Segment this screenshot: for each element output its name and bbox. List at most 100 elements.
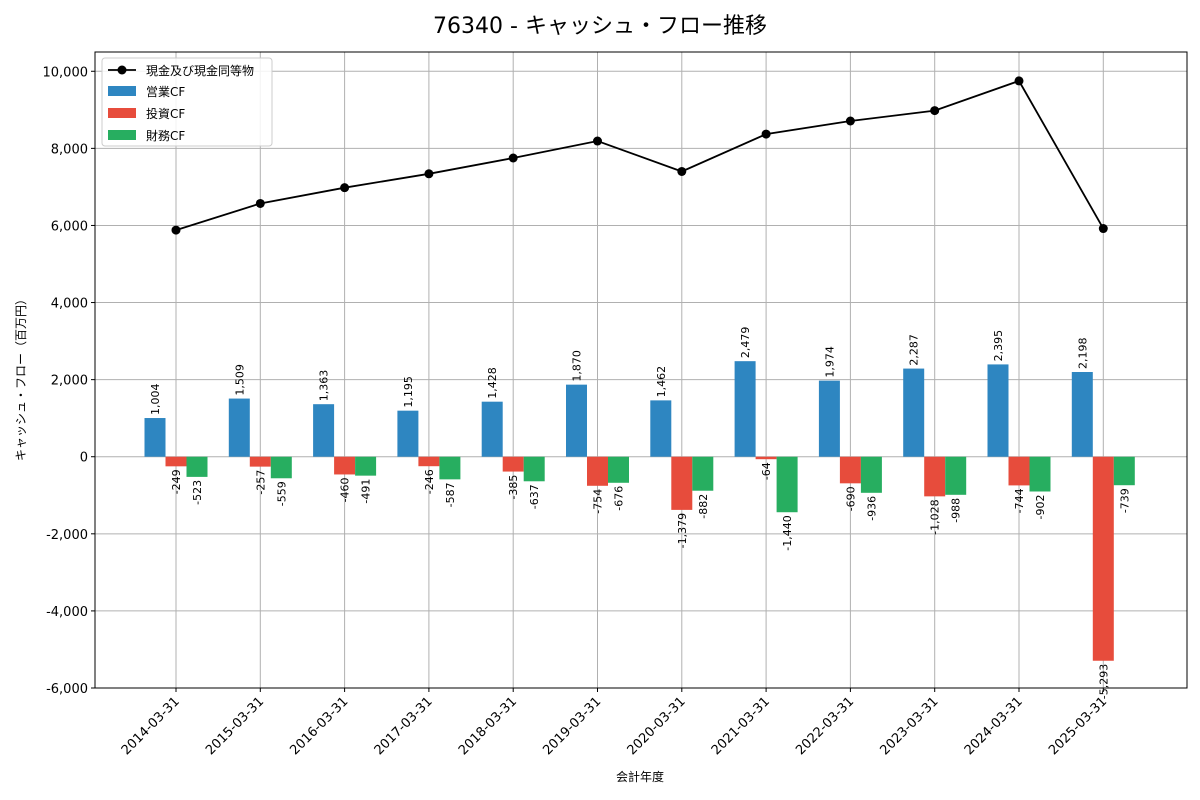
bar	[945, 456, 967, 495]
bar	[165, 456, 187, 467]
line-layer	[171, 76, 1108, 235]
cash-point	[1098, 224, 1108, 234]
bar	[1071, 372, 1093, 457]
legend-label: 財務CF	[146, 128, 185, 143]
x-tick-label: 2017-03-31	[372, 694, 436, 758]
bar	[439, 456, 461, 480]
data-label: -64	[760, 462, 773, 480]
cash-point	[255, 198, 265, 208]
data-label: -988	[950, 498, 963, 523]
legend-swatch	[108, 108, 136, 118]
bar-layer	[144, 361, 1135, 661]
data-label: 2,287	[908, 334, 921, 366]
y-tick-label: 4,000	[51, 297, 88, 312]
data-label: -249	[170, 469, 183, 494]
x-tick-label: 2025-03-31	[1046, 694, 1110, 758]
y-tick-label: 8,000	[51, 142, 88, 157]
data-label: 1,509	[233, 364, 246, 396]
data-label: -902	[1034, 494, 1047, 519]
bar	[186, 456, 208, 477]
bar	[903, 368, 925, 457]
x-tick-label: 2016-03-31	[287, 694, 351, 758]
cash-line	[175, 79, 1105, 231]
bar	[502, 456, 524, 472]
x-tick-label: 2015-03-31	[203, 694, 267, 758]
bar	[523, 456, 545, 482]
x-tick-label: 2019-03-31	[540, 694, 604, 758]
bar	[860, 456, 882, 493]
data-label: -5,293	[1097, 664, 1110, 699]
data-label: -676	[613, 486, 626, 511]
data-label: -460	[339, 477, 352, 502]
data-label: 1,462	[655, 366, 668, 398]
legend-label: 営業CF	[146, 85, 185, 99]
bar	[1008, 456, 1030, 486]
bar	[924, 456, 946, 497]
y-tick-label: 2,000	[51, 374, 88, 389]
data-label: -744	[1013, 488, 1026, 513]
data-label: 1,428	[486, 367, 499, 399]
data-label: 1,004	[149, 384, 162, 416]
bar	[1092, 456, 1114, 661]
data-label: 2,198	[1076, 338, 1089, 370]
bar	[334, 456, 356, 475]
data-label: 1,195	[402, 376, 415, 408]
data-label: -385	[507, 475, 520, 500]
bar	[671, 456, 693, 510]
grid-layer	[95, 52, 1187, 689]
data-label: -690	[844, 486, 857, 511]
data-label: -936	[865, 496, 878, 521]
data-label: 2,395	[992, 330, 1005, 362]
bar	[228, 398, 250, 457]
cash-point	[1014, 76, 1024, 86]
legend-label: 投資CF	[146, 106, 185, 121]
bar	[776, 456, 798, 513]
data-label: -257	[254, 470, 267, 495]
data-label: -637	[528, 484, 541, 509]
data-label: -523	[191, 480, 204, 505]
cash-point	[424, 169, 434, 179]
plot-frame	[94, 51, 1188, 689]
bar	[1029, 456, 1051, 492]
x-tick-label: 2020-03-31	[625, 694, 689, 758]
bar	[249, 456, 271, 467]
bar	[270, 456, 292, 479]
data-label-layer: 1,004 1,509 1,363 1,195 1,428 1,870 1,462 2,479…	[149, 327, 1131, 700]
data-label: -1,028	[929, 499, 942, 534]
bar	[566, 384, 587, 457]
bar	[144, 418, 166, 457]
y-tick-label: -4,000	[46, 605, 88, 620]
x-tick-label: 2018-03-31	[456, 694, 520, 758]
y-tick-label: 6,000	[51, 219, 88, 234]
cash-point	[340, 183, 350, 193]
bar	[818, 380, 840, 457]
bar	[481, 401, 503, 457]
data-label: -754	[592, 489, 605, 514]
x-tick-label: 2014-03-31	[119, 694, 183, 758]
bar	[755, 456, 777, 460]
legend-marker	[117, 65, 127, 75]
bar	[734, 361, 756, 457]
bar	[1113, 456, 1135, 486]
legend-swatch	[108, 130, 136, 140]
y-tick-label: 10,000	[43, 65, 89, 80]
bar	[418, 456, 440, 467]
bar	[313, 404, 335, 457]
cash-point	[593, 136, 602, 146]
bar	[608, 456, 629, 483]
bar	[650, 400, 672, 457]
x-tick-label: 2021-03-31	[709, 694, 773, 758]
bar	[692, 456, 714, 491]
data-label: -882	[697, 494, 710, 519]
x-axis-label: 会計年度	[616, 769, 664, 784]
x-tick-label: 2023-03-31	[877, 694, 941, 758]
bar	[587, 456, 608, 486]
data-label: -491	[360, 479, 373, 504]
x-tick-label: 2022-03-31	[793, 694, 857, 758]
bar	[355, 456, 377, 476]
legend-swatch	[108, 86, 136, 96]
cash-point	[845, 116, 855, 126]
y-tick-label: -6,000	[46, 682, 88, 697]
y-tick-label: -2,000	[46, 528, 88, 543]
bar	[987, 364, 1009, 457]
